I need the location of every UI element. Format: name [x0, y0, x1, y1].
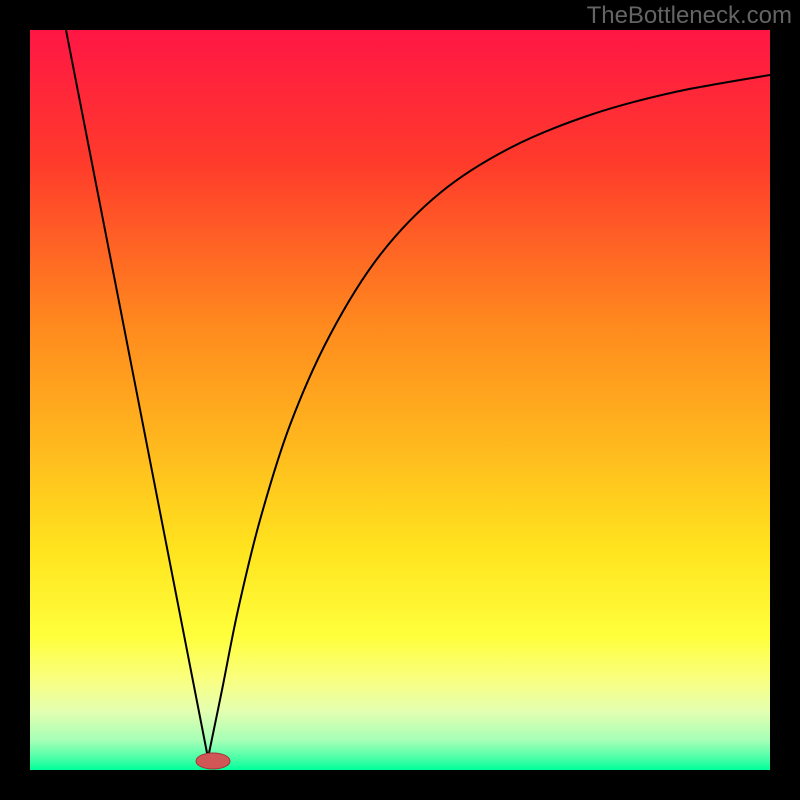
optimal-marker [196, 753, 230, 769]
chart-container: TheBottleneck.com [0, 0, 800, 800]
plot-area [30, 30, 770, 770]
bottleneck-curve [30, 30, 770, 770]
watermark-text: TheBottleneck.com [587, 2, 792, 30]
